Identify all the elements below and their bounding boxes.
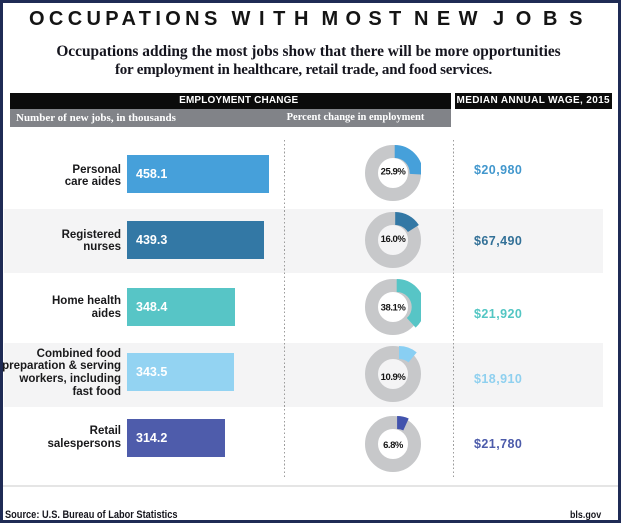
svg-text:6.8%: 6.8% (383, 440, 404, 451)
svg-text:16.0%: 16.0% (381, 234, 407, 245)
svg-text:10.9%: 10.9% (381, 372, 407, 383)
svg-text:38.1%: 38.1% (381, 303, 407, 314)
svg-text:25.9%: 25.9% (381, 167, 407, 178)
